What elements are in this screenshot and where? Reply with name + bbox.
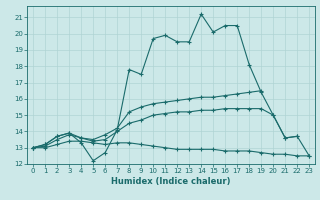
X-axis label: Humidex (Indice chaleur): Humidex (Indice chaleur) bbox=[111, 177, 231, 186]
